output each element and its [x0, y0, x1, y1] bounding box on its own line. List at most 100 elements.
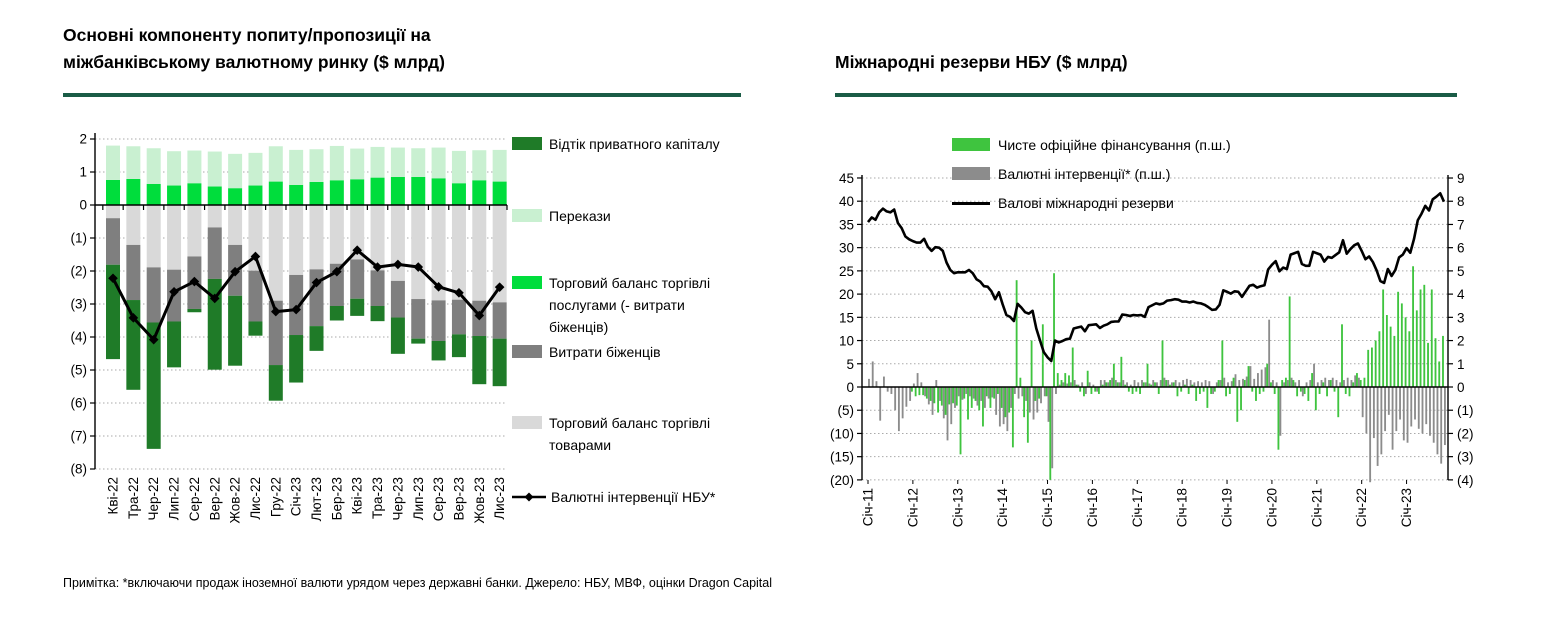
bar — [1311, 373, 1314, 387]
bar — [1109, 380, 1112, 387]
bar-segment — [472, 205, 487, 301]
bar-segment — [106, 205, 120, 219]
legend-label: Торговий баланс торгівлі послугами (- ви… — [549, 275, 711, 335]
bar — [1279, 387, 1282, 436]
bar — [972, 387, 975, 399]
bar — [1266, 363, 1269, 387]
bar — [1369, 387, 1372, 483]
bar — [1337, 387, 1340, 418]
bar-segment — [492, 338, 507, 387]
bar — [946, 387, 949, 441]
x-tick-label: Тра-23 — [370, 477, 385, 519]
bar — [1260, 369, 1263, 387]
bar — [1184, 384, 1186, 387]
bar-segment — [390, 176, 405, 205]
bar — [1303, 387, 1306, 394]
bar-segment — [106, 179, 120, 205]
left-chart-title-line2: міжбанківському валютному ринку ($ млрд) — [63, 52, 445, 72]
legend-item: Валютні інтервенції НБУ* — [512, 486, 736, 508]
bar — [1017, 387, 1020, 399]
bar-segment — [248, 205, 263, 271]
bar — [1004, 387, 1007, 418]
bar-segment — [228, 295, 243, 366]
bar-segment — [187, 150, 202, 184]
left-y-tick-label: 25 — [839, 264, 854, 279]
bar — [1010, 387, 1013, 408]
bar — [1404, 317, 1407, 387]
legend-swatch — [952, 138, 990, 151]
bar — [1419, 289, 1422, 387]
y-tick-label: (5) — [71, 363, 88, 378]
bar — [1328, 380, 1330, 387]
bar — [1316, 382, 1319, 387]
bar-segment — [207, 278, 222, 370]
bar — [1045, 387, 1048, 397]
bar — [1238, 380, 1241, 387]
bar — [1088, 382, 1091, 387]
bar — [1161, 340, 1164, 387]
bar-segment — [451, 299, 466, 335]
bar — [1101, 384, 1104, 387]
bar-segment — [207, 205, 222, 228]
bar — [950, 387, 953, 425]
bar — [1329, 380, 1332, 387]
bar — [927, 387, 930, 405]
bar — [1167, 380, 1170, 387]
bar-segment — [248, 270, 263, 322]
bar — [1412, 266, 1414, 387]
bar-segment — [309, 181, 324, 205]
diamond-marker — [148, 334, 159, 345]
bar — [1006, 387, 1009, 432]
bar — [1084, 387, 1087, 394]
diamond-marker — [128, 313, 139, 323]
bar — [1385, 315, 1388, 387]
x-tick-label: Кві-22 — [106, 477, 121, 515]
bar — [1152, 380, 1155, 387]
right-y-tick-label: 5 — [1457, 264, 1465, 279]
bar — [1025, 387, 1027, 401]
bar — [1038, 387, 1040, 399]
bar — [1290, 377, 1293, 387]
bar-segment — [472, 150, 487, 181]
bar-segment — [187, 183, 202, 205]
bar — [1359, 380, 1362, 387]
bar-segment — [390, 147, 405, 177]
x-tick-label: Лип-23 — [411, 477, 426, 520]
bar — [1292, 380, 1295, 387]
bar — [1225, 387, 1227, 397]
bar — [1436, 387, 1439, 455]
bar — [1008, 387, 1011, 413]
x-tick-label: Січ-21 — [1309, 488, 1324, 527]
right-y-tick-label: (3) — [1457, 450, 1474, 465]
bar — [1350, 380, 1353, 387]
bar — [883, 376, 885, 387]
x-tick-label: Жов-23 — [472, 477, 487, 524]
bar — [1307, 387, 1310, 401]
bar — [1346, 377, 1349, 387]
bar — [1215, 382, 1218, 387]
diamond-marker — [209, 293, 220, 304]
bar-segment — [146, 267, 161, 323]
bar-segment — [350, 148, 365, 180]
diamond-marker — [250, 251, 261, 262]
bar — [1268, 319, 1271, 387]
bar-segment — [370, 270, 385, 306]
diamond-marker — [454, 287, 464, 298]
bar-segment — [106, 145, 120, 180]
bar — [961, 387, 964, 400]
bar — [909, 387, 912, 401]
bar-segment — [228, 153, 243, 189]
bar — [1286, 380, 1289, 387]
right-y-tick-label: 2 — [1457, 334, 1465, 349]
bar-segment — [411, 176, 426, 205]
bar — [1251, 387, 1254, 392]
bar-segment — [350, 298, 365, 316]
x-tick-label: Бер-23 — [329, 477, 344, 520]
x-tick-label: Вер-22 — [207, 477, 222, 521]
bar — [1127, 387, 1130, 392]
x-tick-label: Лип-22 — [167, 477, 182, 520]
bar — [1352, 382, 1355, 387]
x-tick-label: Січ-12 — [905, 488, 920, 527]
bar — [1371, 347, 1373, 387]
bar — [1432, 387, 1435, 443]
